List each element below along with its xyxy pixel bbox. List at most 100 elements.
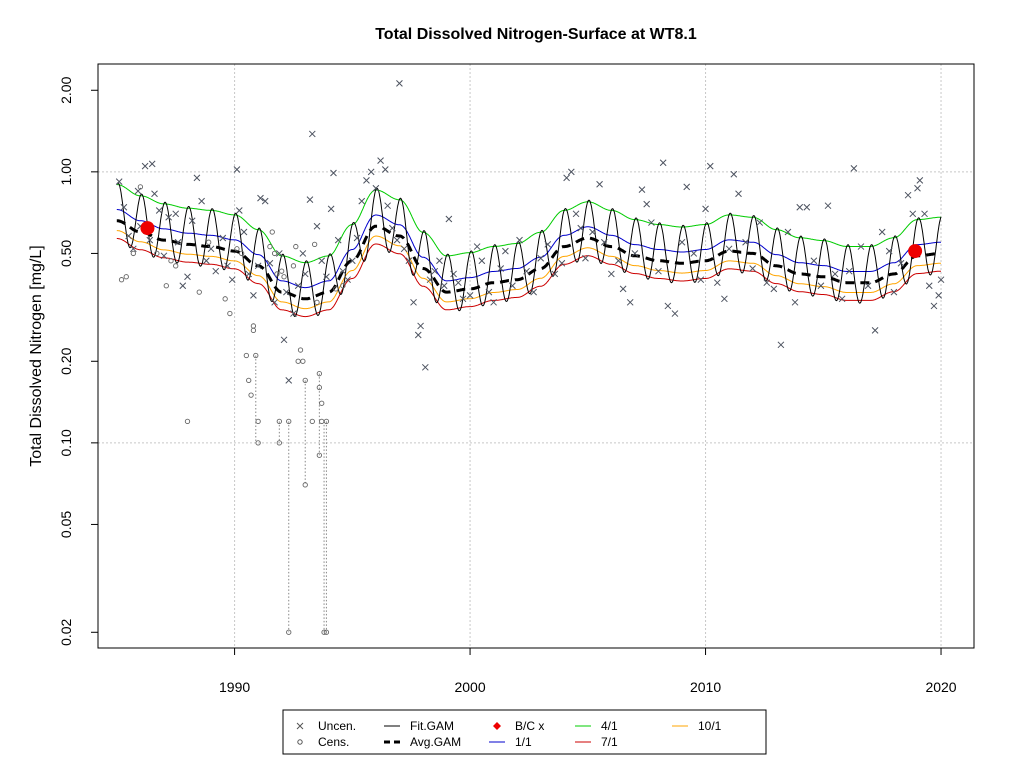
- fit-gam-line: [116, 182, 942, 318]
- legend-label: 7/1: [601, 735, 618, 749]
- x-tick-label: 2010: [690, 679, 721, 695]
- censored-point: [276, 440, 282, 446]
- legend-symbol: [493, 722, 501, 730]
- censored-point: [286, 418, 292, 425]
- uncensored-point: [224, 262, 231, 270]
- y-axis-label: Total Dissolved Nitrogen [mg/L]: [28, 245, 45, 466]
- censored-point: [314, 299, 320, 305]
- uncensored-point: [134, 187, 142, 195]
- uncensored-point: [523, 267, 530, 275]
- uncensored-point: [348, 257, 356, 265]
- uncensored-point: [697, 276, 705, 284]
- season-line-4-1: [116, 184, 941, 264]
- uncensored-point: [937, 276, 945, 284]
- uncensored-point: [537, 254, 545, 262]
- uncensored-point: [878, 228, 886, 236]
- censored-point: [323, 629, 330, 635]
- uncensored-point: [271, 298, 278, 306]
- uncensored-point: [450, 270, 457, 278]
- uncensored-point: [334, 236, 342, 244]
- uncensored-point: [473, 243, 481, 250]
- uncensored-point: [261, 197, 269, 205]
- censored-point: [297, 347, 304, 353]
- censored-point: [279, 268, 285, 274]
- censored-point: [295, 358, 301, 364]
- censored-point: [206, 239, 212, 245]
- uncensored-point: [353, 234, 361, 242]
- y-tick-label: 0.05: [58, 511, 74, 538]
- uncensored-point: [313, 222, 321, 230]
- uncensored-point: [358, 197, 366, 205]
- censored-point: [250, 323, 257, 329]
- uncensored-point: [363, 177, 370, 184]
- uncensored-point: [678, 238, 686, 246]
- censored-point: [274, 271, 280, 277]
- uncensored-point: [619, 285, 627, 293]
- uncensored-point: [850, 165, 858, 172]
- uncensored-point: [250, 292, 257, 299]
- uncensored-point: [212, 267, 220, 275]
- uncensored-point: [381, 166, 389, 173]
- uncensored-point: [810, 257, 818, 265]
- uncensored-point: [824, 202, 832, 210]
- uncensored-point: [600, 238, 608, 246]
- axes: 1990 2000 2010 2020 0.02 0.05 0.10 0.20 0.50 1.00…: [58, 76, 957, 695]
- uncensored-point: [146, 236, 154, 244]
- uncensored-point: [421, 363, 429, 371]
- uncensored-point: [160, 252, 168, 260]
- uncensored-point: [275, 250, 283, 257]
- uncensored-point: [921, 210, 928, 218]
- legend-symbol: [296, 722, 304, 730]
- uncensored-point: [165, 213, 172, 221]
- plot-area: [115, 80, 945, 635]
- censored-point: [333, 286, 339, 292]
- uncensored-point: [440, 282, 448, 290]
- grid-lines: [98, 64, 974, 648]
- legend-label: Cens.: [318, 735, 349, 749]
- uncensored-point: [330, 169, 337, 177]
- censored-point: [154, 250, 160, 257]
- uncensored-point: [184, 273, 191, 281]
- uncensored-point: [655, 267, 662, 275]
- censored-point: [243, 352, 250, 359]
- uncensored-point: [245, 270, 253, 278]
- uncensored-point: [193, 174, 201, 182]
- uncensored-point: [174, 238, 182, 246]
- uncensored-point: [643, 200, 651, 208]
- uncensored-point: [219, 234, 227, 242]
- bc-point: [140, 221, 155, 236]
- uncensored-point: [485, 288, 493, 296]
- censored-point: [173, 263, 179, 269]
- y-tick-label: 2.00: [58, 76, 74, 103]
- uncensored-point: [478, 257, 486, 265]
- uncensored-point: [257, 194, 264, 202]
- censored-point: [184, 418, 191, 425]
- uncensored-point: [290, 310, 297, 317]
- y-tick-label: 0.02: [58, 618, 74, 645]
- uncensored-point: [431, 267, 439, 275]
- uncensored-point: [280, 336, 288, 344]
- uncensored-point: [838, 295, 846, 303]
- uncensored-point: [318, 257, 326, 265]
- uncensored-point: [202, 257, 210, 265]
- uncensored-point: [372, 184, 380, 192]
- censored-point: [123, 274, 129, 280]
- uncensored-point: [659, 159, 667, 167]
- censored-point: [271, 250, 278, 257]
- uncensored-point: [831, 270, 839, 278]
- censored-point: [250, 327, 257, 334]
- uncensored-point: [445, 215, 453, 223]
- uncensored-point: [904, 191, 912, 199]
- uncensored-point: [770, 285, 778, 293]
- uncensored-point: [188, 217, 196, 225]
- season-line-1-1: [116, 209, 941, 289]
- uncensored-point: [389, 224, 396, 232]
- censored-point: [163, 283, 169, 289]
- uncensored-point: [396, 80, 403, 87]
- uncensored-point: [803, 203, 811, 211]
- censored-point: [316, 371, 323, 377]
- uncensored-point: [638, 186, 646, 193]
- x-tick-label: 1990: [219, 679, 250, 695]
- legend: Uncen. Cens. Fit.GAM Avg.GAM B/C x 1/1 4/1 7/1 1…: [282, 709, 767, 755]
- plot-frame: [97, 63, 975, 649]
